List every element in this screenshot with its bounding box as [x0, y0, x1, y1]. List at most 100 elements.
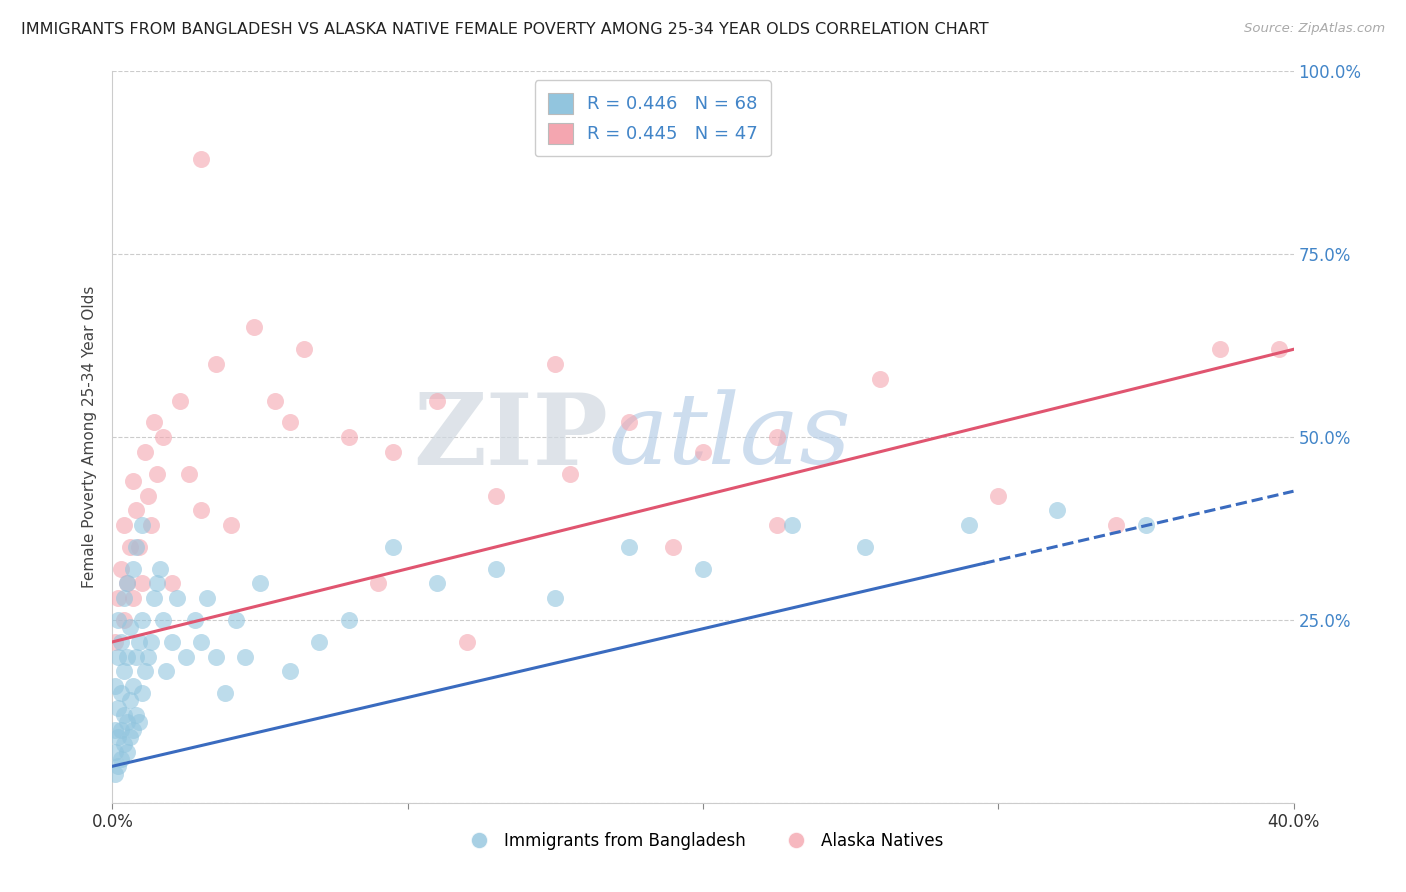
Immigrants from Bangladesh	[308, 635, 330, 649]
Immigrants from Bangladesh	[104, 679, 127, 693]
Alaska Natives	[122, 474, 145, 488]
Immigrants from Bangladesh	[426, 576, 449, 591]
Alaska Natives	[1105, 517, 1128, 532]
Alaska Natives	[112, 613, 135, 627]
Immigrants from Bangladesh	[225, 613, 247, 627]
Immigrants from Bangladesh	[214, 686, 236, 700]
Y-axis label: Female Poverty Among 25-34 Year Olds: Female Poverty Among 25-34 Year Olds	[82, 286, 97, 588]
Immigrants from Bangladesh	[112, 708, 135, 723]
Alaska Natives	[987, 489, 1010, 503]
Immigrants from Bangladesh	[780, 517, 803, 532]
Immigrants from Bangladesh	[184, 613, 207, 627]
Alaska Natives	[112, 517, 135, 532]
Immigrants from Bangladesh	[110, 686, 132, 700]
Alaska Natives	[122, 591, 145, 605]
Immigrants from Bangladesh	[139, 635, 162, 649]
Immigrants from Bangladesh	[120, 693, 142, 707]
Alaska Natives	[120, 540, 142, 554]
Immigrants from Bangladesh	[152, 613, 174, 627]
Immigrants from Bangladesh	[619, 540, 641, 554]
Immigrants from Bangladesh	[485, 562, 508, 576]
Alaska Natives	[1268, 343, 1291, 357]
Immigrants from Bangladesh	[112, 591, 135, 605]
Immigrants from Bangladesh	[107, 700, 129, 714]
Immigrants from Bangladesh	[337, 613, 360, 627]
Immigrants from Bangladesh	[131, 517, 153, 532]
Immigrants from Bangladesh	[142, 591, 165, 605]
Immigrants from Bangladesh	[122, 679, 145, 693]
Immigrants from Bangladesh	[107, 613, 129, 627]
Immigrants from Bangladesh	[117, 576, 138, 591]
Immigrants from Bangladesh	[107, 649, 129, 664]
Alaska Natives	[337, 430, 360, 444]
Immigrants from Bangladesh	[125, 540, 148, 554]
Alaska Natives	[1208, 343, 1232, 357]
Text: IMMIGRANTS FROM BANGLADESH VS ALASKA NATIVE FEMALE POVERTY AMONG 25-34 YEAR OLDS: IMMIGRANTS FROM BANGLADESH VS ALASKA NAT…	[21, 22, 988, 37]
Immigrants from Bangladesh	[122, 723, 145, 737]
Alaska Natives	[692, 444, 714, 458]
Alaska Natives	[243, 320, 266, 334]
Immigrants from Bangladesh	[120, 730, 142, 744]
Immigrants from Bangladesh	[117, 715, 138, 730]
Text: Source: ZipAtlas.com: Source: ZipAtlas.com	[1244, 22, 1385, 36]
Alaska Natives	[107, 591, 129, 605]
Alaska Natives	[134, 444, 156, 458]
Alaska Natives	[104, 635, 127, 649]
Alaska Natives	[128, 540, 150, 554]
Alaska Natives	[869, 371, 891, 385]
Immigrants from Bangladesh	[104, 766, 127, 780]
Alaska Natives	[139, 517, 162, 532]
Immigrants from Bangladesh	[249, 576, 271, 591]
Alaska Natives	[619, 416, 641, 430]
Alaska Natives	[179, 467, 201, 481]
Immigrants from Bangladesh	[205, 649, 228, 664]
Alaska Natives	[456, 635, 478, 649]
Immigrants from Bangladesh	[131, 686, 153, 700]
Immigrants from Bangladesh	[957, 517, 980, 532]
Alaska Natives	[110, 562, 132, 576]
Alaska Natives	[205, 357, 228, 371]
Immigrants from Bangladesh	[174, 649, 197, 664]
Immigrants from Bangladesh	[125, 708, 148, 723]
Immigrants from Bangladesh	[128, 715, 150, 730]
Alaska Natives	[292, 343, 315, 357]
Immigrants from Bangladesh	[104, 723, 127, 737]
Immigrants from Bangladesh	[855, 540, 877, 554]
Immigrants from Bangladesh	[110, 723, 132, 737]
Alaska Natives	[766, 430, 789, 444]
Alaska Natives	[146, 467, 169, 481]
Alaska Natives	[219, 517, 242, 532]
Legend: Immigrants from Bangladesh, Alaska Natives: Immigrants from Bangladesh, Alaska Nativ…	[456, 825, 950, 856]
Alaska Natives	[426, 393, 449, 408]
Immigrants from Bangladesh	[382, 540, 405, 554]
Immigrants from Bangladesh	[131, 613, 153, 627]
Immigrants from Bangladesh	[149, 562, 172, 576]
Alaska Natives	[160, 576, 183, 591]
Immigrants from Bangladesh	[146, 576, 169, 591]
Alaska Natives	[544, 357, 567, 371]
Alaska Natives	[190, 152, 212, 166]
Alaska Natives	[558, 467, 582, 481]
Immigrants from Bangladesh	[278, 664, 301, 678]
Immigrants from Bangladesh	[166, 591, 188, 605]
Alaska Natives	[169, 393, 191, 408]
Immigrants from Bangladesh	[120, 620, 142, 634]
Immigrants from Bangladesh	[107, 759, 129, 773]
Immigrants from Bangladesh	[112, 737, 135, 751]
Alaska Natives	[152, 430, 174, 444]
Immigrants from Bangladesh	[134, 664, 156, 678]
Immigrants from Bangladesh	[122, 562, 145, 576]
Alaska Natives	[485, 489, 508, 503]
Immigrants from Bangladesh	[117, 745, 138, 759]
Alaska Natives	[766, 517, 789, 532]
Alaska Natives	[190, 503, 212, 517]
Immigrants from Bangladesh	[128, 635, 150, 649]
Text: atlas: atlas	[609, 390, 851, 484]
Alaska Natives	[278, 416, 301, 430]
Alaska Natives	[382, 444, 405, 458]
Immigrants from Bangladesh	[190, 635, 212, 649]
Immigrants from Bangladesh	[1135, 517, 1157, 532]
Immigrants from Bangladesh	[110, 635, 132, 649]
Alaska Natives	[367, 576, 389, 591]
Immigrants from Bangladesh	[233, 649, 256, 664]
